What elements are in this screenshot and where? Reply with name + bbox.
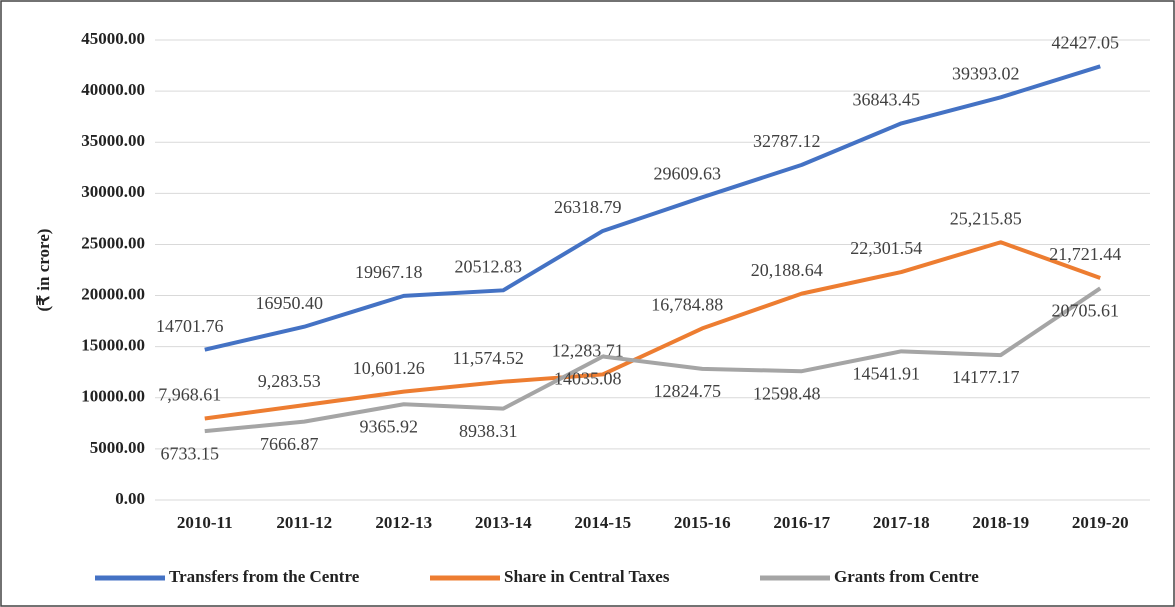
- y-tick-label: 40000.00: [81, 80, 145, 99]
- data-label: 20512.83: [455, 256, 523, 276]
- data-label: 14541.91: [853, 363, 921, 383]
- data-label: 36843.45: [853, 90, 921, 110]
- x-tick-label: 2016-17: [773, 513, 830, 532]
- x-tick-label: 2010-11: [177, 513, 233, 532]
- x-tick-label: 2015-16: [674, 513, 731, 532]
- data-label: 14701.76: [156, 316, 224, 336]
- y-tick-label: 5000.00: [90, 438, 145, 457]
- data-label: 7,968.61: [158, 385, 221, 405]
- legend-label: Transfers from the Centre: [169, 567, 360, 586]
- data-label: 9365.92: [360, 416, 419, 436]
- data-label: 9,283.53: [258, 371, 321, 391]
- data-label: 8938.31: [459, 421, 518, 441]
- x-tick-label: 2019-20: [1072, 513, 1129, 532]
- data-label: 16,784.88: [651, 295, 723, 315]
- x-tick-label: 2011-12: [276, 513, 332, 532]
- data-label: 32787.12: [753, 131, 821, 151]
- data-label: 39393.02: [952, 63, 1020, 83]
- x-tick-label: 2017-18: [873, 513, 930, 532]
- data-label: 19967.18: [355, 262, 423, 282]
- legend-label: Share in Central Taxes: [504, 567, 670, 586]
- data-label: 12598.48: [753, 383, 821, 403]
- y-tick-label: 20000.00: [81, 284, 145, 303]
- series-line: [204, 240, 1101, 421]
- data-label: 21,721.44: [1049, 244, 1121, 264]
- data-label: 11,574.52: [453, 348, 524, 368]
- x-tick-label: 2012-13: [375, 513, 432, 532]
- legend-label: Grants from Centre: [834, 567, 979, 586]
- y-tick-label: 10000.00: [81, 387, 145, 406]
- x-tick-label: 2014-15: [574, 513, 631, 532]
- data-label: 26318.79: [554, 197, 622, 217]
- data-label: 42427.05: [1052, 32, 1120, 52]
- data-label: 10,601.26: [353, 358, 425, 378]
- x-tick-label: 2013-14: [475, 513, 532, 532]
- data-label: 14035.08: [554, 369, 622, 389]
- y-tick-label: 25000.00: [81, 233, 145, 252]
- x-tick-label: 2018-19: [972, 513, 1029, 532]
- data-label: 14177.17: [952, 367, 1020, 387]
- data-label: 16950.40: [256, 293, 324, 313]
- data-label: 22,301.54: [850, 238, 922, 258]
- y-axis-label: (₹ in crore): [34, 229, 53, 312]
- series-line: [204, 64, 1101, 352]
- y-tick-label: 35000.00: [81, 131, 145, 150]
- y-tick-label: 15000.00: [81, 336, 145, 355]
- data-label: 20705.61: [1052, 300, 1120, 320]
- data-label: 7666.87: [260, 434, 319, 454]
- data-label: 12824.75: [654, 381, 722, 401]
- data-label: 29609.63: [654, 163, 722, 183]
- data-label: 25,215.85: [950, 208, 1022, 228]
- data-label: 6733.15: [161, 443, 220, 463]
- y-tick-label: 45000.00: [81, 29, 145, 48]
- y-tick-label: 30000.00: [81, 182, 145, 201]
- series-line: [204, 286, 1102, 434]
- data-label: 20,188.64: [751, 260, 823, 280]
- y-tick-label: 0.00: [115, 489, 145, 508]
